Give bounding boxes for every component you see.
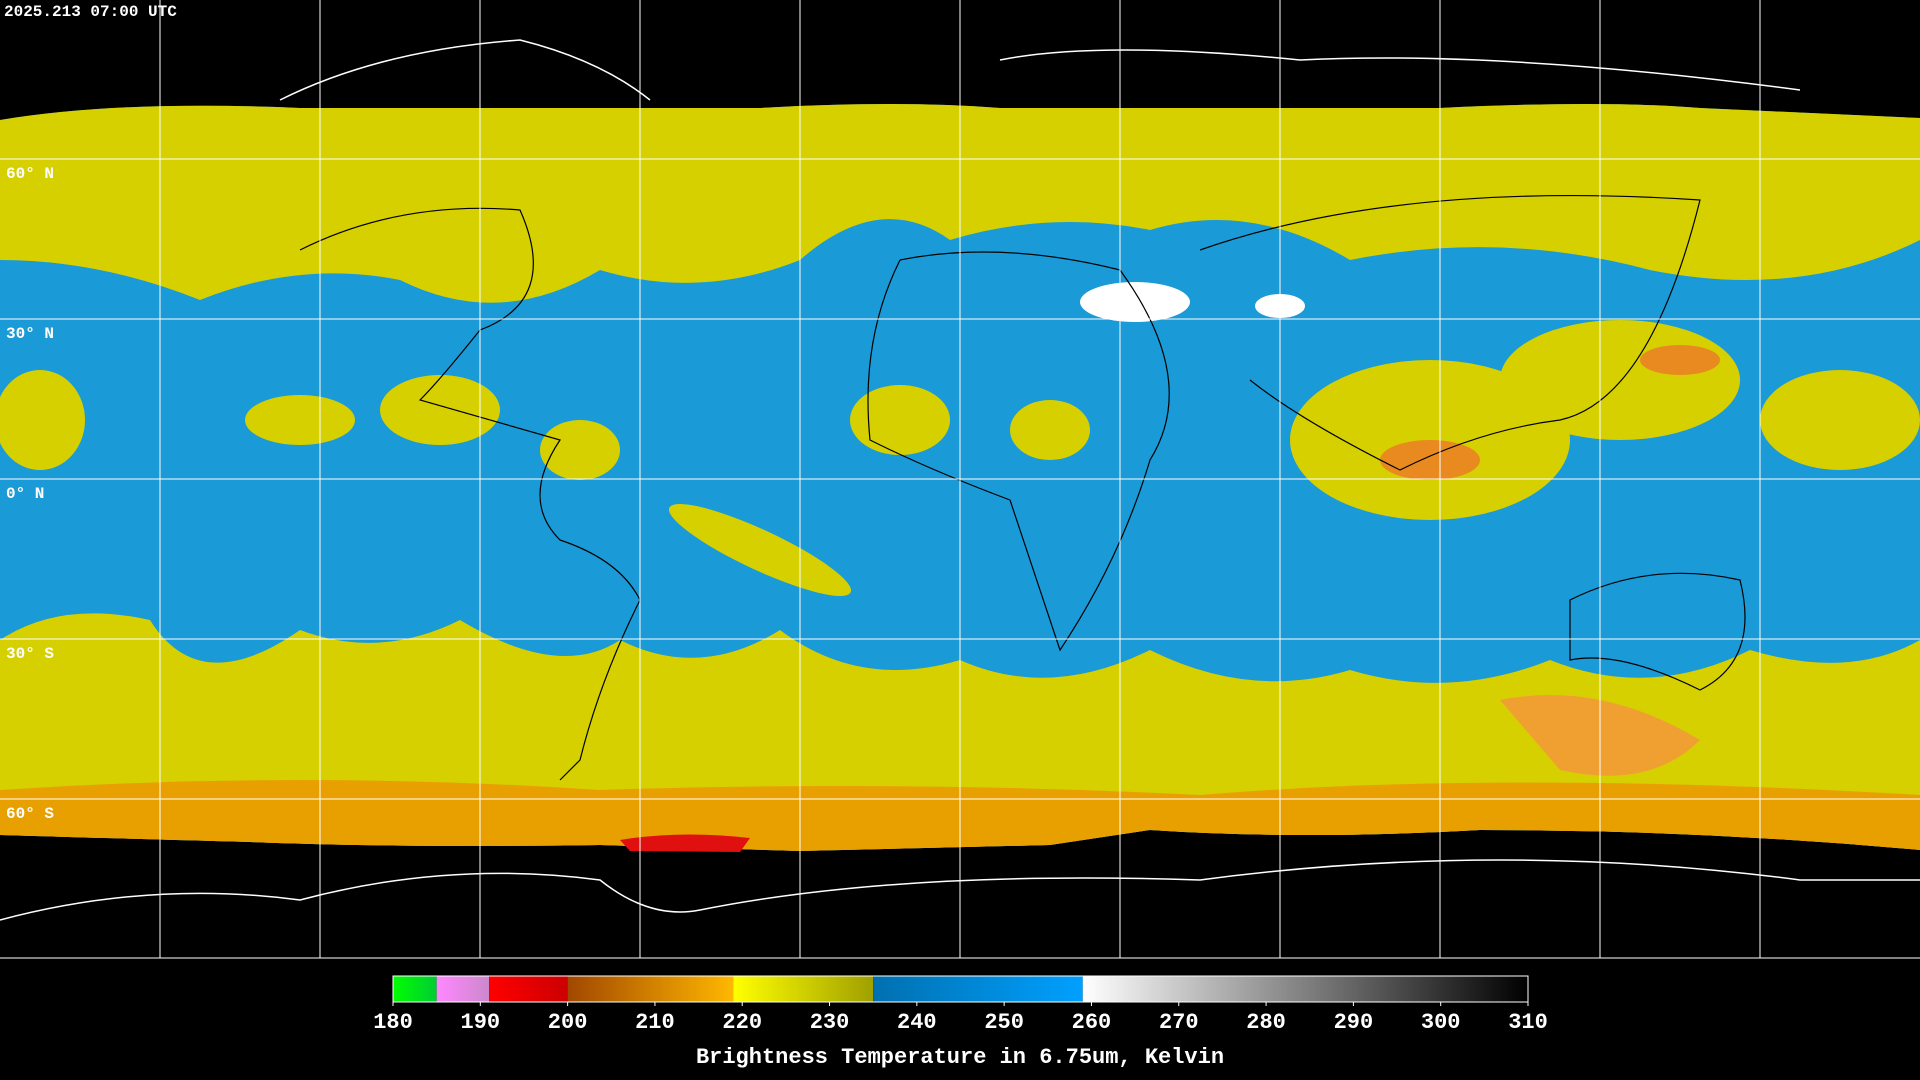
colorbar-segment [1082,976,1528,1002]
timestamp: 2025.213 07:00 UTC [4,3,177,21]
colorbar-tick-label: 220 [722,1010,762,1035]
latitude-label: 30° N [6,325,54,343]
colorbar-tick-label: 180 [373,1010,413,1035]
latitude-label: 60° N [6,165,54,183]
colorbar-segment [567,976,734,1002]
colorbar-tick-label: 270 [1159,1010,1199,1035]
latitude-label: 60° S [6,805,54,823]
colorbar-tick-label: 230 [810,1010,850,1035]
colorbar-segment [733,976,874,1002]
colorbar-title: Brightness Temperature in 6.75um, Kelvin [696,1045,1224,1070]
latitude-label: 30° S [6,645,54,663]
colorbar-tick-label: 250 [984,1010,1024,1035]
colorbar-tick-label: 310 [1508,1010,1548,1035]
colorbar-tick-label: 260 [1072,1010,1112,1035]
graticule [0,0,1920,959]
colorbar-tick-label: 200 [548,1010,588,1035]
colorbar-tick-label: 210 [635,1010,675,1035]
colorbar-segment [489,976,568,1002]
colorbar-segment [393,976,437,1002]
colorbar-tick-label: 300 [1421,1010,1461,1035]
colorbar-frame [392,975,1529,1003]
colorbar-tick-label: 240 [897,1010,937,1035]
colorbar-segment [873,976,1083,1002]
latitude-label: 0° N [6,485,44,503]
colorbar-segment [436,976,490,1002]
colorbar-tick-label: 280 [1246,1010,1286,1035]
latitude-labels: 60° N 30° N 0° N 30° S 60° S [6,165,54,823]
colorbar-tick-label: 190 [461,1010,501,1035]
coastlines [0,39,1920,921]
colorbar-tick-label: 290 [1334,1010,1374,1035]
colorbar: 180 190 200 210 220 230 240 250 260 270 280 290 300 3… [373,975,1548,1035]
